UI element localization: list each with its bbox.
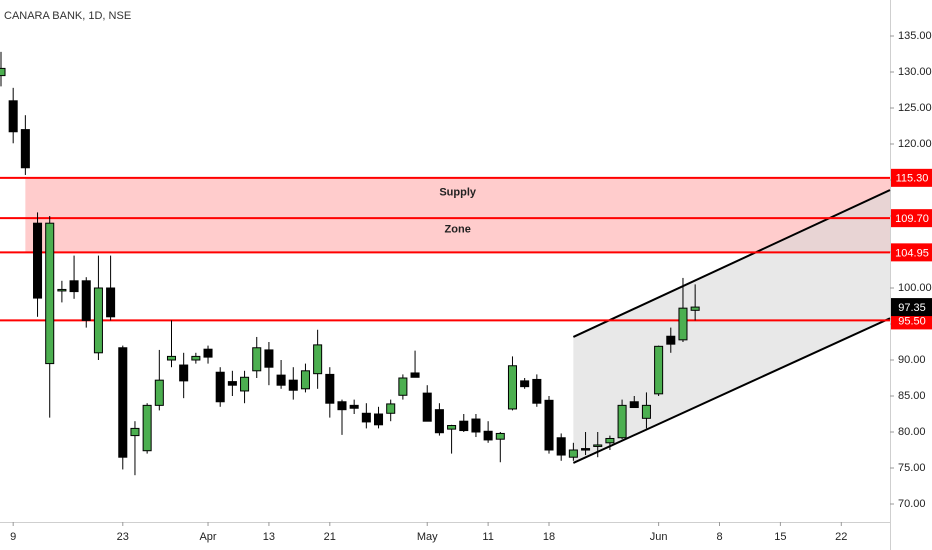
candle-body [471, 418, 481, 433]
candle-body [57, 288, 67, 292]
candle-body [447, 425, 457, 430]
price-tag [891, 243, 932, 262]
candle-body [544, 399, 554, 451]
zone-label: Zone [445, 224, 471, 236]
candle-body [0, 67, 6, 77]
price-tag-label: 95.50 [898, 315, 926, 327]
supply-zone [25, 177, 891, 253]
candle-body [179, 364, 189, 382]
candle-body [349, 404, 359, 409]
candle-body [666, 335, 676, 345]
x-tick-label: Jun [650, 531, 668, 543]
candle-body [532, 378, 542, 404]
x-tick-label: 15 [774, 531, 786, 543]
candle-body [130, 427, 140, 437]
candle-body [386, 403, 396, 414]
y-tick-label: 90.00 [898, 354, 926, 366]
candle-body [337, 401, 347, 411]
candle-body [142, 404, 152, 452]
y-tick-label: 130.00 [898, 66, 932, 78]
x-tick-label: 8 [716, 531, 722, 543]
y-tick-label: 75.00 [898, 462, 926, 474]
candle-body [106, 287, 116, 318]
candle-body [325, 373, 335, 404]
candle-body [374, 413, 384, 426]
y-tick-label: 135.00 [898, 30, 932, 42]
candle-body [361, 412, 371, 423]
candle-body [678, 307, 688, 341]
candle-body [276, 374, 286, 386]
price-tag [891, 298, 932, 317]
candle-body [93, 287, 103, 354]
candle-body [434, 409, 444, 434]
y-tick-label: 85.00 [898, 390, 926, 402]
candle-body [398, 377, 408, 396]
x-tick-label: 23 [117, 531, 129, 543]
candle-body [166, 355, 177, 361]
candle-body [33, 222, 43, 299]
price-tag-label: 97.35 [898, 302, 926, 314]
x-tick-label: May [417, 531, 438, 543]
channel-line [572, 189, 891, 338]
candle-body [495, 432, 505, 440]
candle-body [593, 444, 603, 447]
candle-body [313, 344, 323, 375]
price-tag [891, 168, 932, 187]
y-tick-label: 70.00 [898, 498, 926, 510]
candle-body [507, 365, 517, 410]
candle-body [300, 370, 310, 390]
candle-body [459, 420, 469, 432]
candle-body [556, 437, 566, 456]
x-tick-label: 9 [10, 531, 16, 543]
candle-body [191, 355, 201, 361]
price-tag-label: 109.70 [895, 213, 929, 225]
candle-body [288, 379, 298, 391]
candle-body [45, 222, 55, 365]
candle-body [240, 376, 250, 392]
candle-body [617, 404, 627, 439]
chart-title: CANARA BANK, 1D, NSE [4, 10, 131, 22]
x-tick-label: 11 [482, 531, 493, 543]
candle-body [690, 306, 700, 311]
candle-body [629, 401, 639, 409]
zone-label: Supply [439, 186, 477, 198]
channel-fill [573, 190, 890, 463]
channel-line [572, 317, 891, 464]
candle-body [654, 345, 664, 395]
price-tag [891, 209, 932, 228]
candle-body [581, 448, 591, 451]
candle-body [264, 349, 274, 368]
candle-body [422, 392, 432, 422]
x-tick-label: 21 [324, 531, 336, 543]
x-tick-label: 18 [543, 531, 555, 543]
y-tick-label: 120.00 [898, 138, 932, 150]
y-tick-label: 125.00 [898, 102, 932, 114]
candle-body [568, 449, 578, 458]
candle-body [215, 371, 225, 403]
candle-body [227, 381, 237, 386]
x-tick-label: Apr [199, 531, 216, 543]
candle-body [641, 404, 651, 419]
candle-body [605, 437, 615, 444]
y-tick-label: 80.00 [898, 426, 926, 438]
candle-body [20, 129, 30, 169]
candle-body [69, 280, 79, 293]
candle-body [8, 100, 18, 133]
candle-body [410, 372, 420, 378]
candle-body [154, 379, 164, 406]
candle-body [81, 280, 91, 321]
candle-body [203, 348, 213, 358]
x-tick-label: 13 [263, 531, 275, 543]
x-tick-label: 22 [835, 531, 847, 543]
price-tag-label: 115.30 [896, 173, 929, 185]
candle-body [118, 347, 128, 458]
candle-body [520, 380, 530, 388]
candle-body [252, 347, 262, 372]
candle-body [483, 430, 493, 441]
y-tick-label: 100.00 [898, 282, 932, 294]
price-tag-label: 104.95 [895, 247, 929, 259]
